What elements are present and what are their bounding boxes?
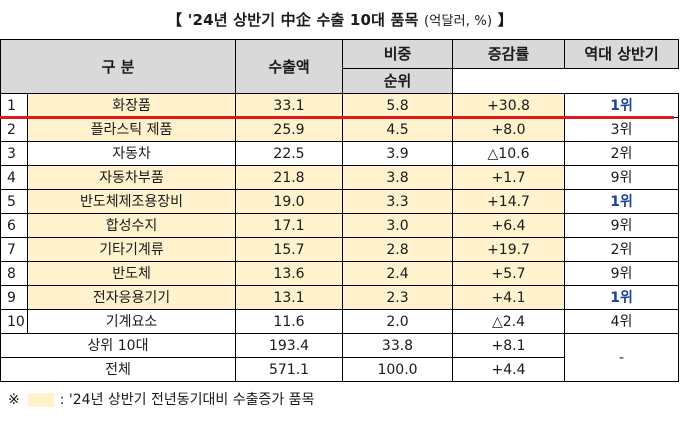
export-items-table: 구 분 수출액 비중 증감률 역대 상반기 순위 1 화장품 33.1 5.8 +30.… bbox=[0, 39, 680, 382]
summary-row: 상위 10대 193.4 33.8 +8.1- bbox=[0, 333, 680, 382]
item-name: 반도체 bbox=[26, 261, 237, 286]
share-value: 2.0 bbox=[342, 309, 454, 334]
header-rank-line2: 순위 bbox=[342, 68, 454, 94]
exports-value: 17.1 bbox=[235, 213, 344, 238]
summary-name: 전체 bbox=[0, 357, 237, 382]
table-row: 7 기타기계류 15.7 2.8 +19.7 2위 bbox=[0, 237, 680, 262]
summary-row: 전체 571.1 100.0 +4.4 bbox=[0, 357, 679, 382]
rank-value: 3위 bbox=[564, 117, 680, 142]
table-row: 8 반도체 13.6 2.4 +5.7 9위 bbox=[0, 261, 680, 286]
note-text: : '24년 상반기 전년동기대비 수출증가 품목 bbox=[59, 392, 315, 408]
item-name: 자동차 bbox=[26, 141, 237, 166]
header-exports: 수출액 bbox=[235, 39, 344, 94]
change-value: △2.4 bbox=[452, 309, 566, 334]
change-value: +8.0 bbox=[452, 117, 566, 142]
exports-value: 21.8 bbox=[235, 165, 344, 190]
item-name: 화장품 bbox=[26, 93, 237, 118]
exports-value: 22.5 bbox=[235, 141, 344, 166]
share-value: 5.8 bbox=[342, 93, 454, 118]
title-close: 】 bbox=[497, 11, 513, 29]
share-value: 2.3 bbox=[342, 285, 454, 310]
share-value: 3.3 bbox=[342, 189, 454, 214]
item-name: 합성수지 bbox=[26, 213, 237, 238]
header-change: 증감률 bbox=[452, 39, 566, 69]
row-number: 5 bbox=[0, 189, 28, 214]
row-number: 7 bbox=[0, 237, 28, 262]
legend-note: ※ : '24년 상반기 전년동기대비 수출증가 품목 bbox=[8, 389, 314, 409]
item-name: 기타기계류 bbox=[26, 237, 237, 262]
summary-exports: 571.1 bbox=[235, 357, 344, 382]
exports-value: 25.9 bbox=[235, 117, 344, 142]
exports-value: 13.1 bbox=[235, 285, 344, 310]
share-value: 3.9 bbox=[342, 141, 454, 166]
table-row: 3 자동차 22.5 3.9 △10.6 2위 bbox=[0, 141, 680, 166]
rank-value: 9위 bbox=[564, 213, 680, 238]
table-row: 1 화장품 33.1 5.8 +30.8 1위 bbox=[0, 93, 680, 118]
row-number: 2 bbox=[0, 117, 28, 142]
exports-value: 13.6 bbox=[235, 261, 344, 286]
exports-value: 11.6 bbox=[235, 309, 344, 334]
title-unit: (억달러, %) bbox=[424, 14, 493, 29]
item-name: 전자응용기기 bbox=[26, 285, 237, 310]
header-rank-line1: 역대 상반기 bbox=[564, 39, 680, 69]
exports-value: 33.1 bbox=[235, 93, 344, 118]
exports-value: 15.7 bbox=[235, 237, 344, 262]
row-number: 6 bbox=[0, 213, 28, 238]
header-row-2: 순위 bbox=[1, 68, 679, 94]
share-value: 2.8 bbox=[342, 237, 454, 262]
table-row: 6 합성수지 17.1 3.0 +6.4 9위 bbox=[0, 213, 680, 238]
item-name: 기계요소 bbox=[26, 309, 237, 334]
change-value: +4.1 bbox=[452, 285, 566, 310]
row-number: 8 bbox=[0, 261, 28, 286]
table-row: 4 자동차부품 21.8 3.8 +1.7 9위 bbox=[0, 165, 680, 190]
share-value: 3.8 bbox=[342, 165, 454, 190]
change-value: +5.7 bbox=[452, 261, 566, 286]
item-name: 자동차부품 bbox=[26, 165, 237, 190]
rank-value: 1위 bbox=[564, 93, 680, 118]
summary-change: +8.1 bbox=[452, 333, 566, 358]
row-number: 4 bbox=[0, 165, 28, 190]
rank-value: 1위 bbox=[564, 285, 680, 310]
change-value: +30.8 bbox=[452, 93, 566, 118]
share-value: 4.5 bbox=[342, 117, 454, 142]
row-number: 10 bbox=[0, 309, 28, 334]
rank-value: 9위 bbox=[564, 165, 680, 190]
share-value: 2.4 bbox=[342, 261, 454, 286]
rank-value: 4위 bbox=[564, 309, 680, 334]
title-main: 【 '24년 상반기 中企 수출 10대 품목 bbox=[167, 11, 419, 29]
exports-value: 19.0 bbox=[235, 189, 344, 214]
summary-share: 33.8 bbox=[342, 333, 454, 358]
summary-name: 상위 10대 bbox=[0, 333, 237, 358]
row-number: 9 bbox=[0, 285, 28, 310]
table-row: 2 플라스틱 제품 25.9 4.5 +8.0 3위 bbox=[0, 117, 680, 142]
summary-share: 100.0 bbox=[342, 357, 454, 382]
table-row: 10 기계요소 11.6 2.0 △2.4 4위 bbox=[0, 309, 680, 334]
table-row: 9 전자응용기기 13.1 2.3 +4.1 1위 bbox=[0, 285, 680, 310]
item-name: 플라스틱 제품 bbox=[26, 117, 237, 142]
header-category: 구 분 bbox=[0, 39, 237, 94]
share-value: 3.0 bbox=[342, 213, 454, 238]
change-value: +14.7 bbox=[452, 189, 566, 214]
item-name: 반도체제조용장비 bbox=[26, 189, 237, 214]
change-value: +6.4 bbox=[452, 213, 566, 238]
highlight-swatch bbox=[27, 393, 54, 407]
table-row: 5 반도체제조용장비 19.0 3.3 +14.7 1위 bbox=[0, 189, 680, 214]
red-underline bbox=[0, 116, 674, 119]
change-value: +19.7 bbox=[452, 237, 566, 262]
header-share: 비중 bbox=[342, 39, 454, 69]
summary-rank: - bbox=[564, 333, 680, 382]
rank-value: 2위 bbox=[564, 237, 680, 262]
rank-value: 2위 bbox=[564, 141, 680, 166]
row-number: 1 bbox=[0, 93, 28, 118]
change-value: △10.6 bbox=[452, 141, 566, 166]
summary-exports: 193.4 bbox=[235, 333, 344, 358]
row-number: 3 bbox=[0, 141, 28, 166]
table-title: 【 '24년 상반기 中企 수출 10대 품목 (억달러, %) 】 bbox=[0, 9, 680, 30]
rank-value: 1위 bbox=[564, 189, 680, 214]
header-row: 구 분 수출액 비중 증감률 역대 상반기 bbox=[0, 39, 680, 94]
note-mark: ※ bbox=[8, 392, 20, 408]
change-value: +1.7 bbox=[452, 165, 566, 190]
summary-change: +4.4 bbox=[452, 357, 566, 382]
rank-value: 9위 bbox=[564, 261, 680, 286]
